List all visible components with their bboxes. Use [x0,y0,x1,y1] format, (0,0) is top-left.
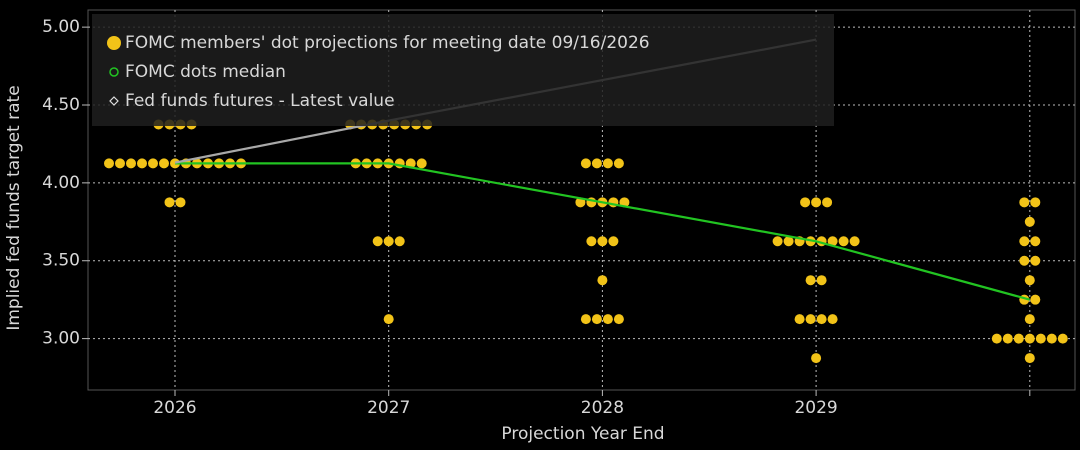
dot [602,158,613,169]
dot [1046,333,1057,344]
dot [591,314,602,325]
dot [383,236,394,247]
legend-label: FOMC dots median [125,62,286,82]
dot [586,236,597,247]
dot [126,158,136,169]
dot [794,314,805,325]
dot [580,158,591,169]
dot [805,275,816,286]
line [175,162,1031,301]
dot [1024,275,1035,286]
y-tick-label: 4.50 [42,95,80,115]
dot [159,158,169,169]
dot [372,236,383,247]
y-axis-title: Implied fed funds target rate [4,85,24,330]
dot [800,197,811,208]
dot [137,158,147,169]
legend-marker [109,96,119,106]
dot [597,236,608,247]
dot [1030,236,1041,247]
dot [816,314,827,325]
dot [394,236,405,247]
dot [1024,333,1035,344]
legend-label: FOMC members' dot projections for meetin… [125,33,650,53]
dot [849,236,860,247]
x-axis-title: Projection Year End [501,424,664,444]
dot [827,314,838,325]
dot [104,158,114,169]
legend-marker [107,36,121,50]
dot [1024,314,1035,325]
dot [827,236,838,247]
dot [1013,333,1024,344]
dot [613,314,624,325]
dot [816,275,827,286]
dot [613,158,624,169]
dot [597,275,608,286]
dot [772,236,783,247]
legend: FOMC members' dot projections for meetin… [92,14,834,126]
dot [1030,255,1041,266]
dot [383,314,394,325]
legend-box [92,14,834,126]
dot [811,353,822,364]
legend-label: Fed funds futures - Latest value [125,91,395,111]
dot [416,158,427,169]
dot [1024,353,1035,364]
dot [1035,333,1046,344]
dot [148,158,158,169]
y-tick-label: 3.50 [42,251,80,271]
dot [811,197,822,208]
dot [1019,255,1030,266]
dot [805,314,816,325]
dot [608,236,619,247]
dot [783,236,794,247]
dot [602,314,613,325]
dot [1019,197,1030,208]
dot [115,158,125,169]
dot [175,197,186,208]
dot [1030,294,1041,305]
y-tick-label: 4.00 [42,173,80,193]
dot [1002,333,1013,344]
dot [1019,236,1030,247]
dot [991,333,1002,344]
dot [580,314,591,325]
dot [1057,333,1068,344]
dot [164,197,175,208]
dot [822,197,833,208]
dot [591,158,602,169]
dot [1024,216,1035,227]
x-tick-label: 2029 [794,398,837,418]
legend-marker [109,67,119,77]
y-tick-label: 5.00 [42,17,80,37]
dot [1030,197,1041,208]
dot [838,236,849,247]
x-tick-label: 2028 [581,398,624,418]
x-tick-label: 2027 [367,398,410,418]
x-tick-label: 2026 [153,398,196,418]
y-tick-label: 3.00 [42,329,80,349]
